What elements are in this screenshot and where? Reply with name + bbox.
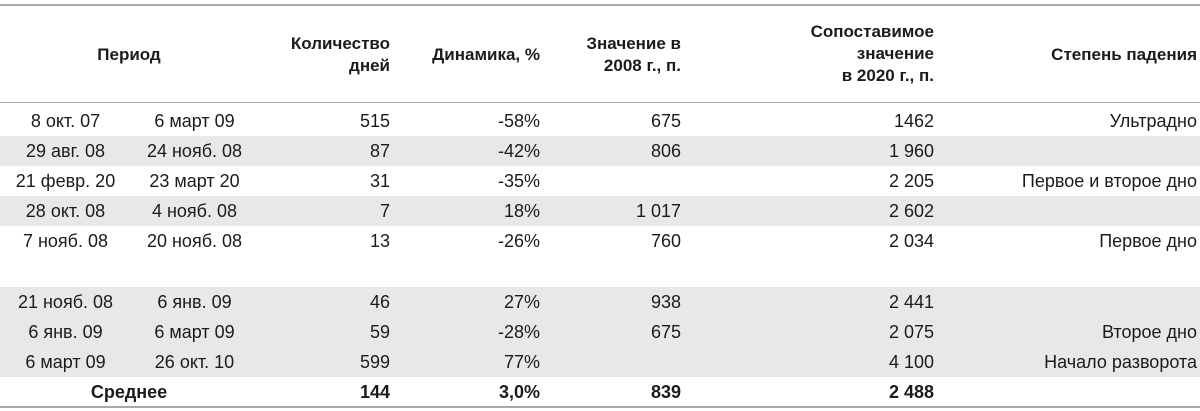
cell-start-date: 21 нояб. 08: [17, 292, 114, 312]
cell-days: 31: [369, 171, 390, 191]
header-value-2020: Сопоставимое значение в 2020 г., п.: [811, 21, 934, 87]
cell-value-2020: 2 034: [888, 231, 934, 251]
cell-value-2020: 1 960: [888, 141, 934, 161]
cell-value-2008: 675: [650, 322, 681, 342]
table-row: 8 окт. 07 6 март 09 515 -58% 675 1462 Ул…: [0, 106, 1200, 136]
header-days-line1: Количество: [290, 34, 390, 53]
cell-days: 7: [379, 201, 390, 221]
cell-days: 515: [359, 111, 390, 131]
cell-start-date: 8 окт. 07: [30, 111, 101, 131]
cell-dynamics: -58%: [497, 111, 540, 131]
average-row: Среднее 144 3,0% 839 2 488: [0, 377, 1200, 407]
cell-days: 59: [369, 322, 390, 342]
table-row: 6 янв. 09 6 март 09 59 -28% 675 2 075 Вт…: [0, 317, 1200, 347]
cell-start-date: 6 янв. 09: [28, 322, 103, 342]
cell-days: 46: [369, 292, 390, 312]
cell-start-date: 7 нояб. 08: [22, 231, 109, 251]
cell-dynamics: -35%: [497, 171, 540, 191]
cell-start-date: 29 авг. 08: [26, 141, 105, 161]
header-value-2020-line1: Сопоставимое: [810, 22, 934, 41]
table-row: 29 авг. 08 24 нояб. 08 87 -42% 806 1 960: [0, 136, 1200, 166]
header-days: Количество дней: [291, 33, 390, 77]
cell-drop-degree: Ультрадно: [1109, 111, 1197, 131]
header-value-2020-line3: в 2020 г., п.: [841, 66, 934, 85]
cell-dynamics: -26%: [497, 231, 540, 251]
cell-dynamics: 18%: [503, 201, 540, 221]
cell-dynamics: 77%: [503, 352, 540, 372]
cell-end-date: 23 март 20: [149, 171, 240, 191]
cell-end-date: [131, 256, 258, 286]
cell-drop-degree: Первое и второе дно: [1021, 171, 1197, 191]
cell-days: 13: [369, 231, 390, 251]
header-drop-degree: Степень падения: [1051, 45, 1197, 64]
cell-start-date: 6 март 09: [25, 352, 106, 372]
cell-drop-degree: Второе дно: [1102, 322, 1197, 342]
header-days-line2: дней: [349, 56, 390, 75]
header-dynamics: Динамика, %: [432, 45, 540, 64]
cell-start-date: 28 окт. 08: [25, 201, 106, 221]
average-dynamics: 3,0%: [498, 382, 540, 402]
table-row-empty: [0, 256, 1200, 286]
cell-dynamics: -28%: [497, 322, 540, 342]
header-value-2020-line2: значение: [856, 44, 934, 63]
table-row: 21 февр. 20 23 март 20 31 -35% 2 205 Пер…: [0, 166, 1200, 196]
cell-end-date: 4 нояб. 08: [151, 201, 238, 221]
cell-drop-degree: Начало разворота: [1044, 352, 1197, 372]
average-value-2020: 2 488: [888, 382, 934, 402]
cell-end-date: 20 нояб. 08: [146, 231, 243, 251]
cell-end-date: 24 нояб. 08: [146, 141, 243, 161]
cell-drop-degree: Первое дно: [1099, 231, 1197, 251]
cell-days: 87: [369, 141, 390, 161]
header-rule: [0, 102, 1200, 103]
cell-dynamics: -42%: [497, 141, 540, 161]
header-period: Период: [97, 45, 161, 64]
cell-days: 599: [359, 352, 390, 372]
header-value-2008-line2: 2008 г., п.: [603, 56, 681, 75]
cell-value-2020: 2 205: [888, 171, 934, 191]
cell-end-date: 6 март 09: [154, 111, 235, 131]
cell-start-date: [0, 256, 131, 286]
cell-value-2020: 1462: [893, 111, 934, 131]
average-days: 144: [359, 382, 390, 402]
cell-value-2008: 1 017: [635, 201, 681, 221]
cell-value-2008: 760: [650, 231, 681, 251]
cell-value-2020: 2 602: [888, 201, 934, 221]
header-value-2008-line1: Значение в: [586, 34, 681, 53]
header-value-2008: Значение в 2008 г., п.: [586, 33, 681, 77]
cell-start-date: 21 февр. 20: [15, 171, 116, 191]
cell-end-date: 6 янв. 09: [157, 292, 232, 312]
table-bottom-rule: [0, 406, 1200, 408]
cell-value-2020: 2 441: [888, 292, 934, 312]
cell-value-2020: 2 075: [888, 322, 934, 342]
table-top-rule: [0, 4, 1200, 6]
cell-value-2008: 806: [650, 141, 681, 161]
cell-end-date: 26 окт. 10: [154, 352, 235, 372]
table-row: 28 окт. 08 4 нояб. 08 7 18% 1 017 2 602: [0, 196, 1200, 226]
cell-dynamics: 27%: [503, 292, 540, 312]
average-label: Среднее: [90, 382, 168, 402]
table-row: 7 нояб. 08 20 нояб. 08 13 -26% 760 2 034…: [0, 226, 1200, 256]
average-value-2008: 839: [650, 382, 681, 402]
cell-end-date: 6 март 09: [154, 322, 235, 342]
cell-value-2008: 675: [650, 111, 681, 131]
cell-value-2020: 4 100: [888, 352, 934, 372]
table-row: 21 нояб. 08 6 янв. 09 46 27% 938 2 441: [0, 287, 1200, 317]
cell-value-2008: 938: [650, 292, 681, 312]
table-row: 6 март 09 26 окт. 10 599 77% 4 100 Начал…: [0, 347, 1200, 377]
